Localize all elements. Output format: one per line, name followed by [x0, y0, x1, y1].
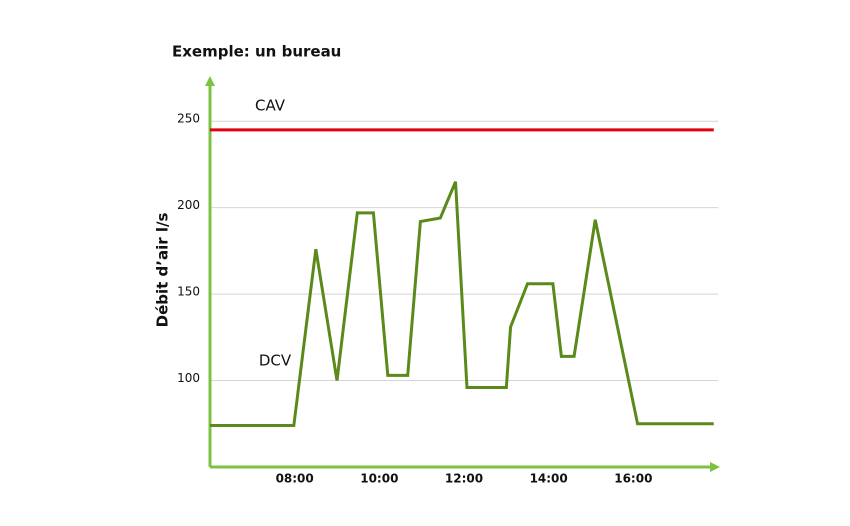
y-tick-label: 150 — [177, 285, 200, 299]
x-tick-label: 14:00 — [530, 472, 568, 486]
series-label: CAV — [255, 97, 286, 115]
x-tick-label: 16:00 — [614, 472, 652, 486]
y-tick-label: 250 — [177, 112, 200, 126]
y-tick-label: 100 — [177, 371, 200, 385]
y-axis-label: Débit d’air l/s — [154, 213, 172, 328]
x-tick-label: 10:00 — [360, 472, 398, 486]
chart-title: Exemple: un bureau — [172, 43, 341, 61]
x-axis-arrow — [710, 462, 720, 472]
series-label: DCV — [259, 352, 292, 370]
y-axis-arrow — [205, 76, 215, 86]
series-line — [210, 181, 714, 428]
x-tick-label: 12:00 — [445, 472, 483, 486]
x-tick-label: 08:00 — [276, 472, 314, 486]
y-tick-label: 200 — [177, 198, 200, 212]
